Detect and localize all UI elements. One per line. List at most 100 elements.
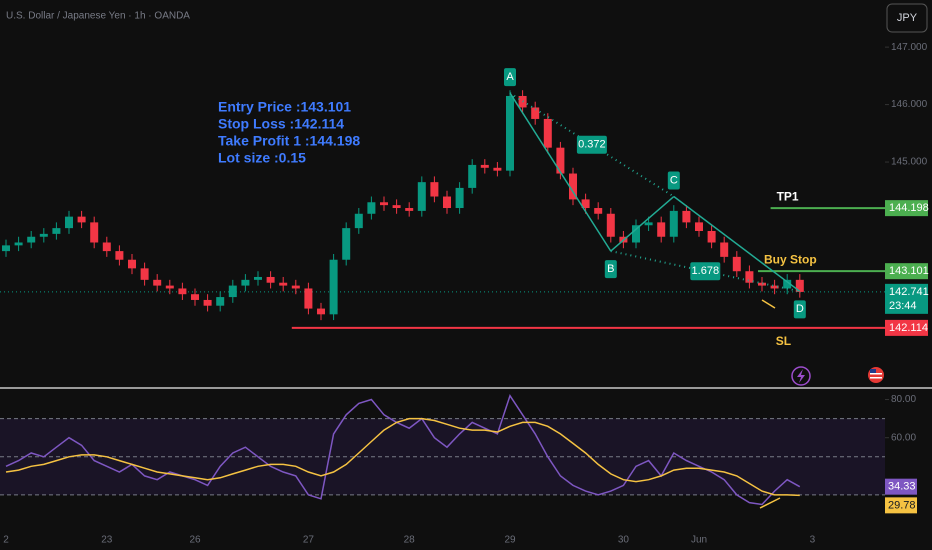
trade-note: Take Profit 1 :144.198: [218, 133, 360, 149]
alert-icon-bolt: [797, 369, 805, 383]
pattern-point-box: [793, 300, 806, 319]
trade-note: Lot size :0.15: [218, 150, 306, 166]
candle-body: [39, 233, 48, 237]
x-tick-label: 26: [189, 535, 201, 546]
currency-button[interactable]: [886, 3, 928, 33]
level-label: SL: [776, 334, 791, 348]
level-label: TP1: [777, 189, 799, 203]
current-price-box: [885, 283, 928, 314]
candle-body: [279, 282, 288, 286]
x-tick-label: 28: [404, 535, 416, 546]
candle-body: [543, 118, 552, 148]
symbol-title: U.S. Dollar / Japanese Yen · 1h · OANDA: [6, 11, 190, 22]
alert-icon[interactable]: [791, 366, 811, 386]
candle-body: [695, 222, 703, 231]
candle-body: [417, 182, 426, 211]
pattern-leg: [673, 195, 801, 292]
candle-body: [531, 107, 540, 119]
level-price-box: [885, 200, 928, 217]
rsi-value-label: 29.78: [888, 499, 916, 511]
currency-label[interactable]: JPY: [897, 12, 918, 24]
rsi-line: [5, 417, 800, 497]
pattern-point-label: C: [670, 174, 678, 186]
candle-body: [241, 279, 250, 286]
candle-body: [216, 297, 225, 306]
candle-body: [128, 259, 136, 269]
level-price-label: 142.114: [889, 322, 928, 334]
candle-body: [468, 164, 477, 188]
ratio-box: [576, 135, 607, 154]
candle-body: [266, 276, 275, 283]
candle-body: [317, 308, 325, 315]
current-price-label: 142.741: [889, 286, 929, 298]
candle-body: [354, 213, 363, 229]
rsi-value-label: 34.33: [888, 481, 916, 493]
rsi-line: [5, 393, 801, 506]
candle-body: [367, 202, 376, 214]
candle-body: [657, 222, 666, 237]
candle-body: [682, 210, 691, 223]
level-label: Buy Stop: [764, 252, 817, 266]
countdown-label: 23:44: [889, 300, 917, 312]
x-tick-label: 2: [3, 535, 9, 546]
candle-body: [493, 167, 502, 171]
candle-body: [732, 256, 741, 272]
pattern-point-label: D: [796, 303, 804, 315]
candle-body: [228, 285, 237, 298]
x-tick-label: 23: [101, 535, 113, 546]
candle-body: [556, 147, 565, 174]
trade-note: Stop Loss :142.114: [218, 116, 344, 132]
candle-body: [392, 205, 401, 209]
candle-body: [254, 276, 262, 280]
level-price-box: [885, 319, 928, 336]
candle-body: [14, 242, 23, 246]
pattern-point-label: B: [607, 263, 614, 275]
candle-body: [707, 231, 716, 243]
candle-body: [443, 196, 451, 209]
candle-body: [291, 285, 300, 289]
y-tick-label: 146.000: [891, 99, 928, 110]
flag-canton: [870, 369, 876, 373]
candle-body: [720, 242, 729, 257]
candle-body: [455, 187, 464, 209]
candle-body: [65, 216, 73, 229]
level-price-label: 144.198: [889, 202, 929, 214]
candle-body: [329, 259, 338, 315]
candle-body: [153, 279, 162, 286]
flag-stripe: [870, 377, 882, 379]
trade-note: Entry Price :143.101: [218, 99, 351, 115]
x-tick-label: Jun: [691, 535, 707, 546]
pattern-leg: [509, 92, 612, 252]
candle-body: [783, 279, 792, 289]
candle-body: [606, 213, 615, 237]
candle-body: [745, 271, 754, 283]
candle-body: [178, 288, 187, 295]
candle-body: [90, 222, 99, 243]
pattern-leg: [610, 195, 675, 252]
pattern-point-box: [667, 171, 680, 190]
candle-body: [102, 242, 111, 252]
ratio-label: 1.678: [692, 265, 720, 277]
y-tick-label: 147.000: [891, 42, 928, 53]
candle-body: [165, 285, 174, 289]
candle-body: [795, 279, 804, 292]
rsi-value-box: [885, 478, 917, 495]
candle-body: [203, 299, 212, 306]
candle-body: [758, 282, 766, 286]
x-tick-label: 27: [303, 535, 315, 546]
candle-body: [342, 228, 351, 260]
candle-body: [405, 208, 414, 211]
pattern-point-box: [504, 68, 516, 87]
candle-body: [77, 216, 86, 223]
candle-body: [2, 245, 10, 252]
candle-body: [770, 285, 779, 289]
pattern-point-label: A: [506, 71, 514, 83]
divergence-line: [759, 497, 781, 509]
flag-stripe: [870, 373, 882, 375]
divergence-line: [761, 299, 776, 309]
candle-body: [430, 182, 439, 197]
candle-body: [191, 294, 199, 300]
pattern-point-box: [604, 260, 617, 279]
